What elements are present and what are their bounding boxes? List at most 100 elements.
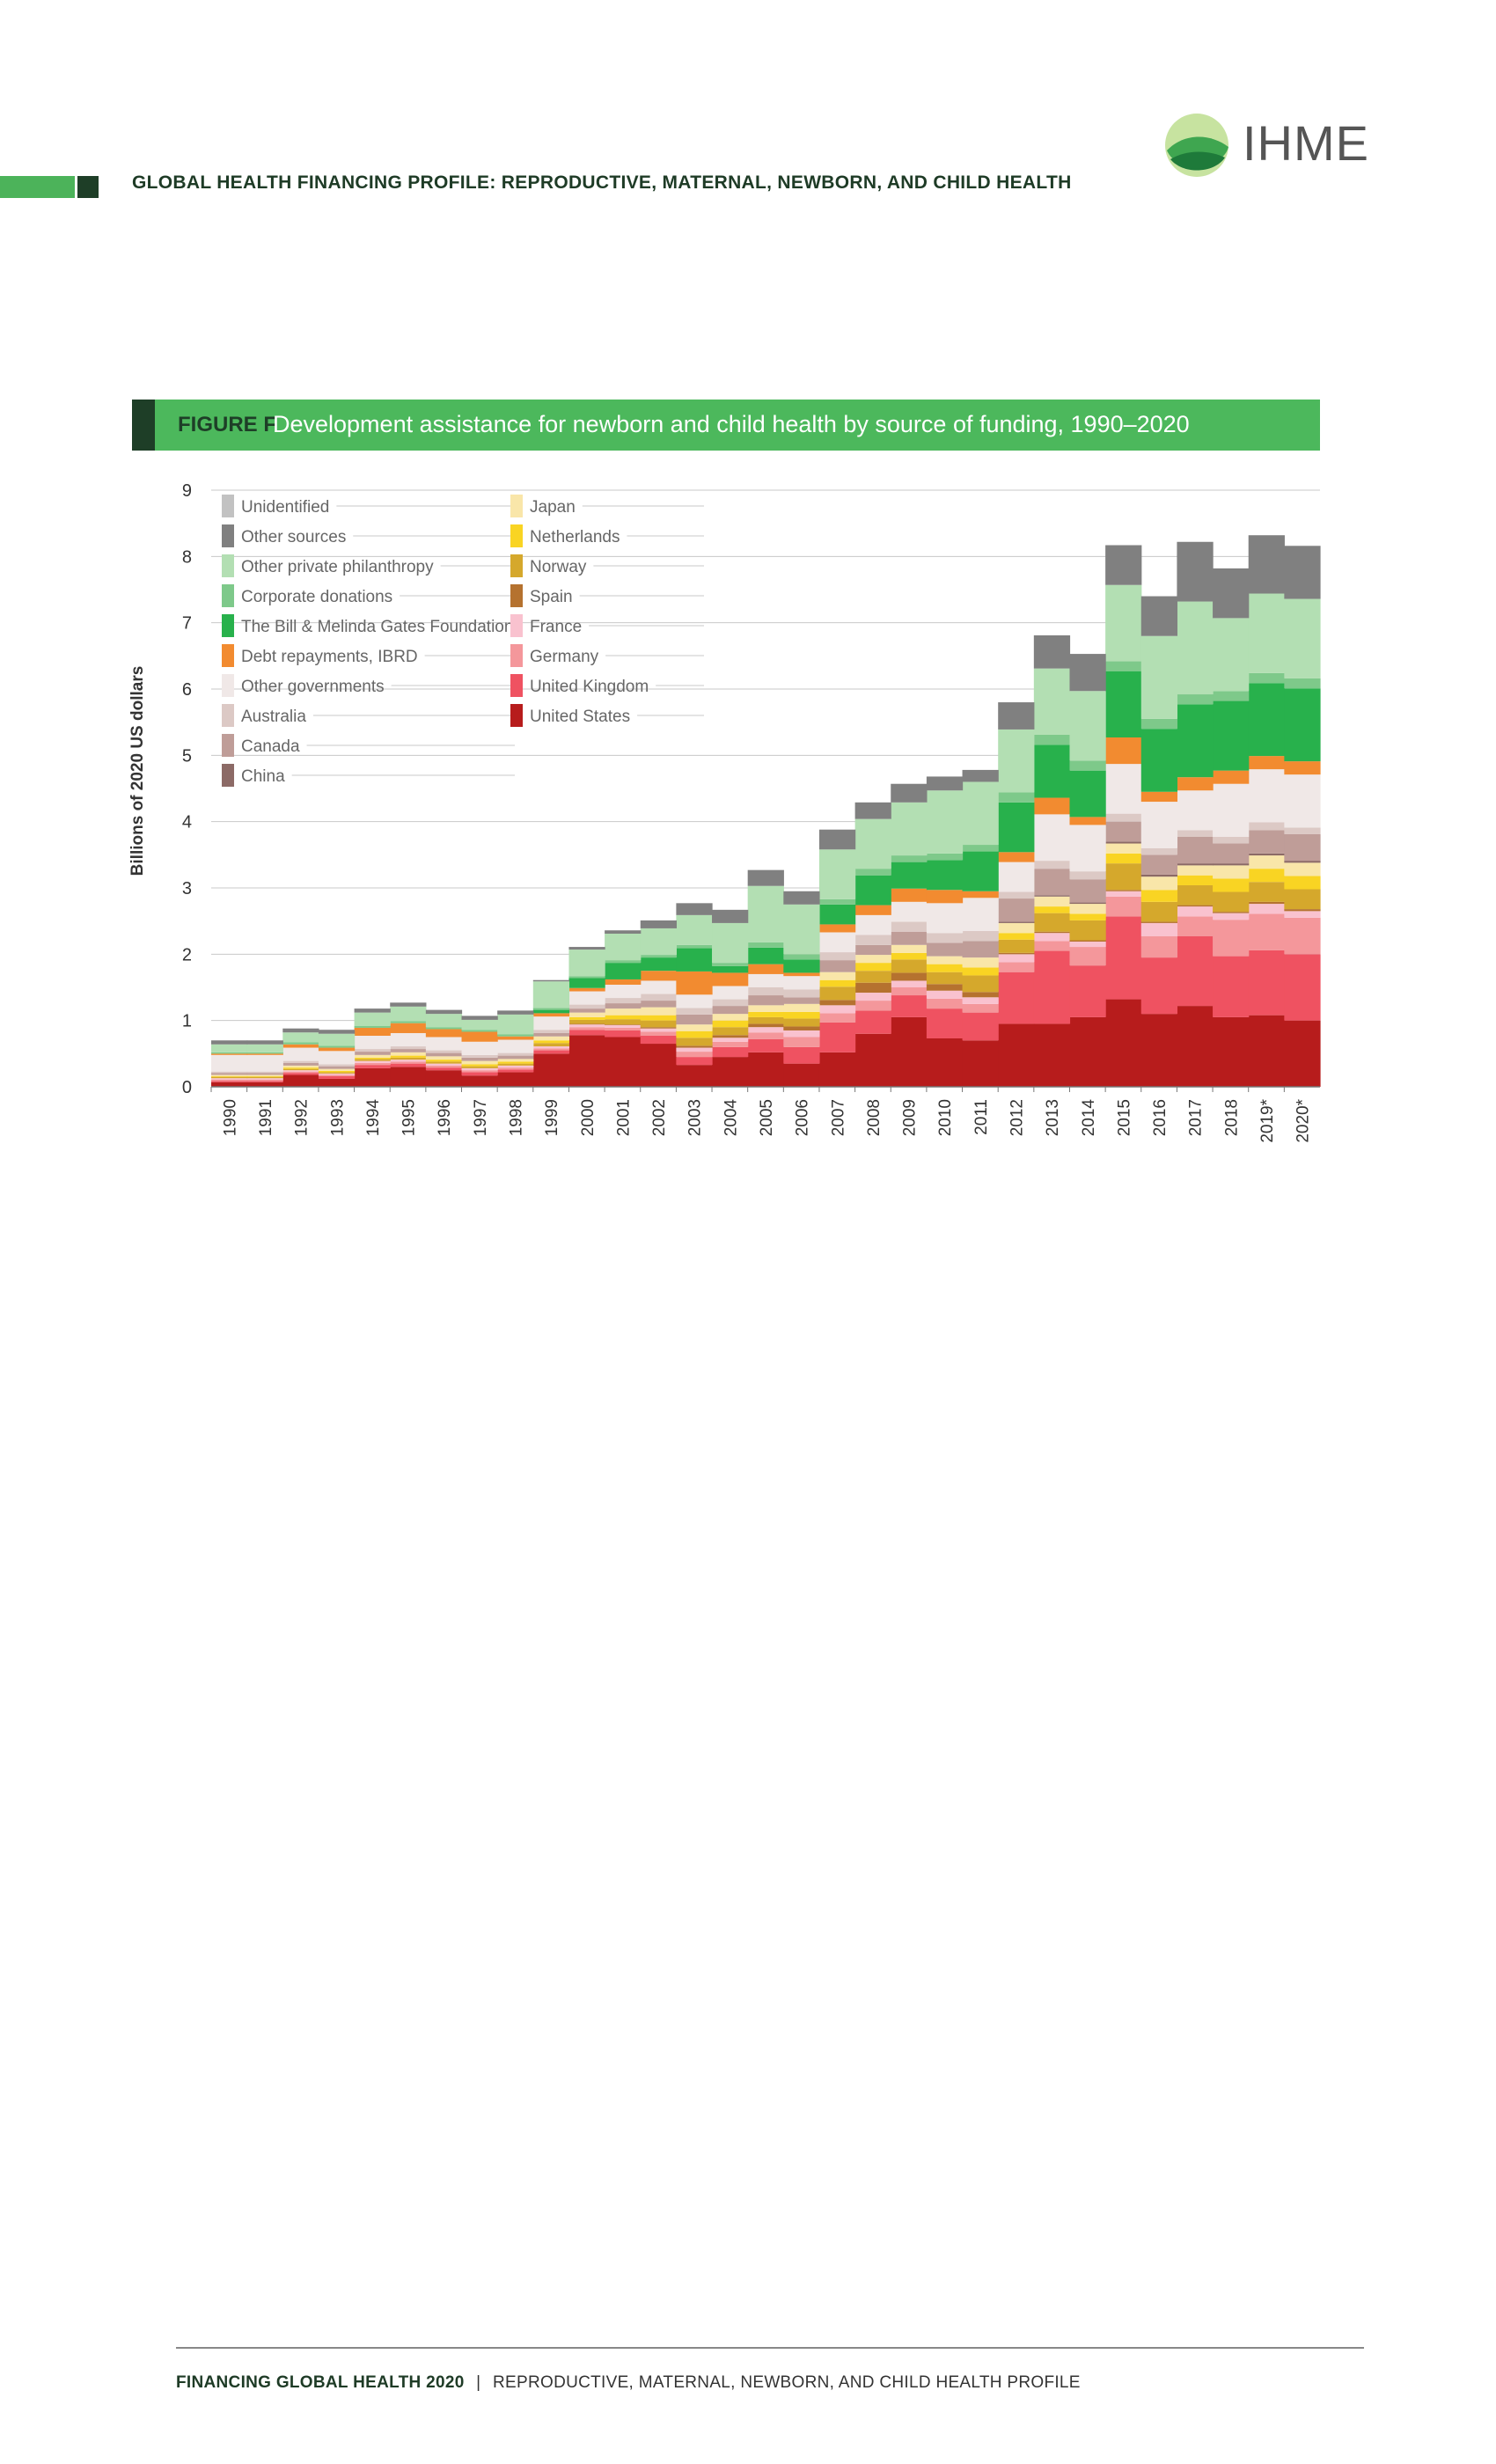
area-segment: [1033, 861, 1071, 869]
area-segment: [532, 1009, 570, 1014]
area-segment: [747, 942, 784, 948]
area-segment: [926, 860, 964, 891]
area-segment: [818, 986, 856, 1001]
area-segment: [783, 1030, 820, 1038]
area-segment: [783, 1037, 820, 1047]
area-segment: [605, 1027, 642, 1030]
area-segment: [998, 898, 1035, 922]
area-segment: [318, 1074, 356, 1076]
area-segment: [497, 1010, 534, 1015]
area-segment: [1140, 729, 1178, 792]
area-segment: [1140, 922, 1178, 936]
x-tick-label: 2012: [1008, 1099, 1027, 1136]
area-segment: [1105, 584, 1142, 662]
x-tick-label: 1992: [293, 1099, 312, 1136]
legend-swatch: [510, 554, 523, 577]
area-segment: [568, 947, 605, 950]
area-segment: [1248, 882, 1285, 902]
area-segment: [926, 853, 964, 861]
area-segment: [532, 1053, 570, 1087]
area-segment: [998, 921, 1035, 923]
area-segment: [1284, 862, 1321, 876]
legend-swatch: [510, 704, 523, 727]
area-segment: [962, 781, 999, 846]
area-segment: [605, 930, 642, 934]
area-segment: [640, 980, 677, 994]
area-segment: [891, 944, 928, 953]
area-segment: [1033, 941, 1071, 951]
area-segment: [568, 1016, 605, 1020]
area-segment: [712, 986, 749, 1000]
area-segment: [1033, 933, 1071, 942]
area-segment: [390, 1021, 427, 1023]
area-segment: [1248, 683, 1285, 757]
x-tick-label: 2005: [758, 1099, 776, 1136]
area-segment: [712, 963, 749, 966]
area-segment: [818, 972, 856, 980]
area-segment: [354, 1049, 391, 1052]
area-segment: [605, 960, 642, 964]
area-segment: [712, 1027, 749, 1036]
area-segment: [998, 939, 1035, 953]
area-segment: [318, 1047, 356, 1052]
area-segment: [354, 1062, 391, 1066]
area-segment: [1140, 847, 1178, 855]
y-tick-label: 3: [182, 879, 192, 898]
legend-swatch: [510, 644, 523, 667]
legend-swatch: [510, 674, 523, 697]
area-segment: [783, 954, 820, 960]
x-tick-label: 1995: [400, 1099, 419, 1136]
area-segment: [282, 1074, 319, 1087]
area-segment: [497, 1065, 534, 1068]
area-segment: [532, 1050, 570, 1054]
area-segment: [605, 963, 642, 979]
area-segment: [461, 1030, 498, 1032]
series-corporate-donations: [211, 661, 1321, 1054]
area-segment: [783, 997, 820, 1004]
legend-label: Other governments: [241, 678, 385, 696]
area-segment: [783, 1011, 820, 1019]
area-segment: [891, 931, 928, 945]
area-segment: [747, 1016, 784, 1024]
area-segment: [246, 1054, 283, 1072]
area-segment: [318, 1068, 356, 1071]
area-segment: [1284, 833, 1321, 862]
area-segment: [568, 991, 605, 1005]
area-segment: [211, 1071, 248, 1074]
area-segment: [1177, 601, 1214, 695]
area-segment: [818, 1052, 856, 1087]
area-segment: [1105, 661, 1142, 671]
area-segment: [568, 1023, 605, 1025]
area-segment: [891, 888, 928, 902]
area-segment: [1140, 957, 1178, 1015]
area-segment: [640, 1031, 677, 1036]
area-segment: [1248, 869, 1285, 883]
x-tick-label: 1990: [221, 1099, 239, 1136]
area-segment: [891, 901, 928, 922]
area-segment: [605, 979, 642, 985]
area-segment: [282, 1068, 319, 1071]
area-segment: [282, 1065, 319, 1068]
area-segment: [998, 802, 1035, 853]
area-segment: [1177, 704, 1214, 778]
area-segment: [318, 1033, 356, 1046]
page-header-title: GLOBAL HEALTH FINANCING PROFILE: REPRODU…: [132, 172, 1072, 193]
area-segment: [1033, 734, 1071, 745]
area-segment: [747, 1032, 784, 1039]
area-segment: [390, 1055, 427, 1058]
area-segment: [1033, 744, 1071, 798]
x-tick-label: 2008: [865, 1099, 884, 1136]
area-segment: [1284, 911, 1321, 918]
area-segment: [354, 1067, 391, 1087]
area-segment: [461, 1041, 498, 1055]
area-segment: [854, 971, 891, 983]
area-segment: [568, 1019, 605, 1024]
area-segment: [425, 1070, 463, 1087]
area-segment: [390, 1052, 427, 1056]
area-segment: [998, 922, 1035, 934]
area-segment: [354, 1052, 391, 1055]
area-segment: [854, 963, 891, 972]
area-segment: [1033, 896, 1071, 907]
area-segment: [962, 898, 999, 931]
area-segment: [818, 952, 856, 961]
